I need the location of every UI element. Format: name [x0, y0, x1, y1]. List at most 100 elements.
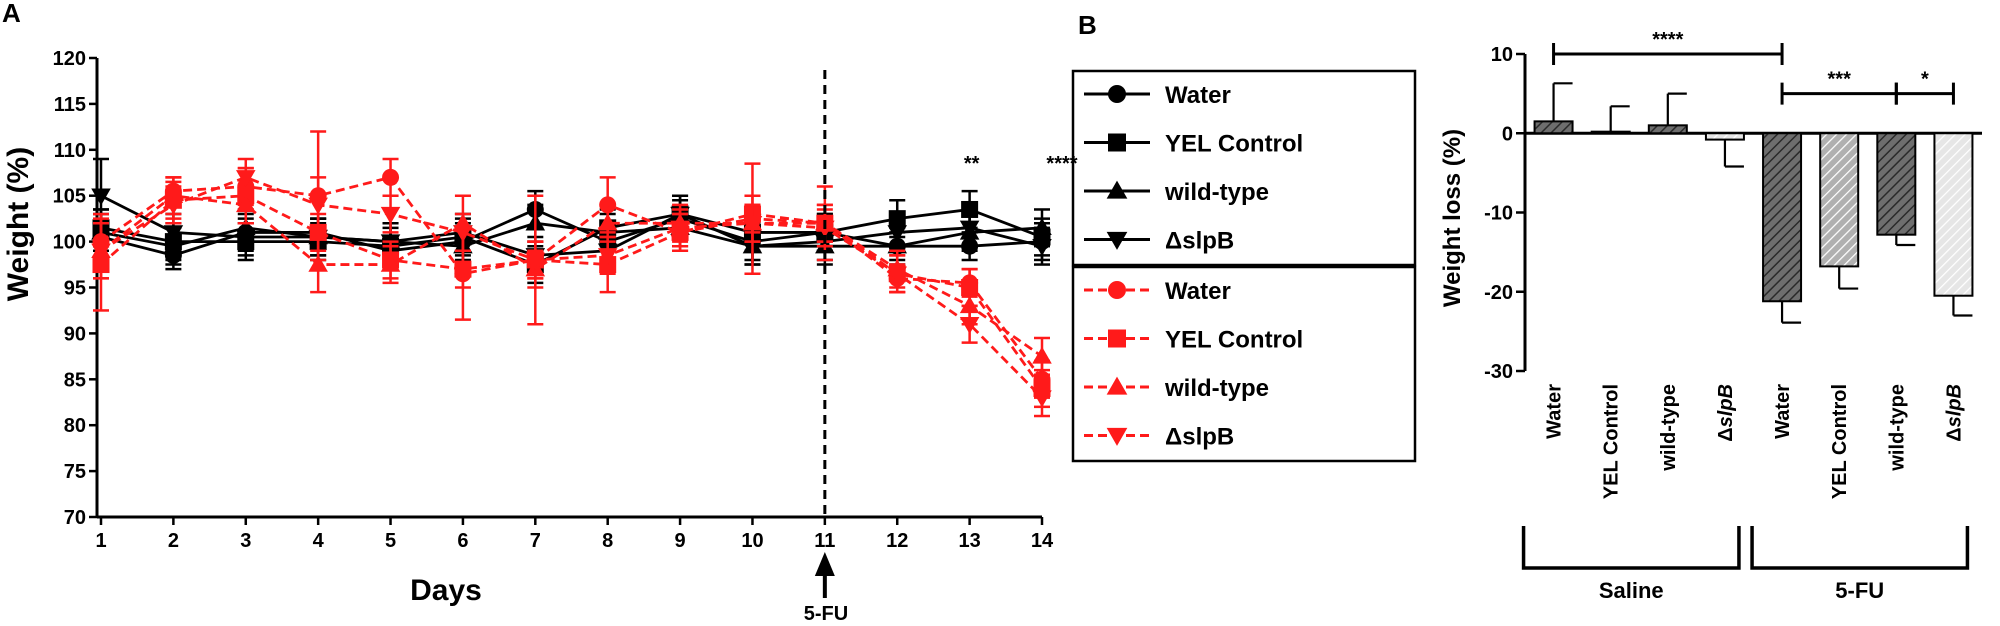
data-point: [235, 195, 256, 213]
panel-a-x-tick-label: 13: [958, 530, 980, 552]
data-point: [742, 216, 763, 234]
panel-a-x-tick-label: 6: [457, 530, 468, 552]
data-point: [1032, 346, 1052, 364]
bar: [1590, 130, 1631, 135]
panel-b-bar-chart: B Weight loss (%) -30 -20 -10 0 10 Water YEL C…: [1078, 10, 1982, 603]
panel-b-y-tick-label: 0: [1502, 123, 1513, 145]
data-point: [959, 316, 980, 334]
group-bracket: [1750, 526, 1970, 570]
bar-7-slpb: [1933, 132, 1974, 317]
panel-b-x-tick-label: ΔslpB: [1943, 384, 1965, 442]
data-point: [959, 220, 980, 238]
panel-b-y-tick-label: -30: [1484, 361, 1513, 383]
legend-item-saline-slpb: ΔslpB: [1084, 228, 1234, 255]
legend-item-5-fu-slpb: ΔslpB: [1084, 424, 1234, 451]
data-point: [308, 254, 328, 272]
bar-3-slpb: [1704, 132, 1745, 168]
legend-marker: [1106, 180, 1128, 199]
data-point: [670, 220, 690, 238]
panel-b-y-tick-label: -20: [1484, 282, 1513, 304]
panel-a-y-tick-label: 110: [54, 140, 86, 162]
data-point: [308, 197, 328, 215]
legend-marker: [1106, 231, 1128, 250]
legend-item-saline-wild-type: wild-type: [1084, 179, 1269, 206]
data-point: [235, 170, 256, 188]
panel-a-x-tick-label: 8: [602, 530, 613, 552]
bar-1-yel-control: [1590, 105, 1631, 135]
bar: [1876, 132, 1917, 236]
series-line: [100, 194, 1043, 358]
panel-a-x-tick-label: 9: [675, 530, 686, 552]
panel-a-y-tick-label: 115: [54, 94, 86, 116]
panel-a-line-chart: A Weight (%) Days 7075808590951001051101…: [2, 0, 1078, 625]
data-point: [453, 225, 473, 243]
series-line: [100, 221, 1043, 248]
series-line: [100, 175, 1044, 381]
panel-a-ylabel: Weight (%): [2, 147, 35, 301]
panel-b-y-tick-label: -10: [1484, 203, 1513, 225]
panel-a-y-tick-label: 95: [64, 278, 86, 300]
data-point: [887, 225, 908, 243]
panel-a-x-tick-label: 5: [385, 530, 396, 552]
data-point: [380, 206, 401, 224]
series-5-fu-slpb: [91, 157, 1052, 418]
group-label: Saline: [1599, 578, 1664, 603]
legend-marker: [1108, 133, 1126, 152]
bar: [1762, 132, 1803, 303]
bar-6-wild-type: [1876, 132, 1917, 247]
series-line: [100, 175, 1043, 399]
sig-label: ****: [1652, 29, 1683, 51]
data-point: [1032, 218, 1052, 236]
panel-a-xlabel: Days: [410, 574, 482, 607]
sig-label: ***: [1828, 69, 1852, 91]
panel-b-bars: [1533, 82, 1974, 324]
tick-label-italic: slpB: [1715, 384, 1737, 427]
panel-b-x-tick-label: YEL Control: [1601, 384, 1623, 499]
tick-label-prefix: Δ: [1943, 427, 1965, 441]
bar: [1647, 124, 1688, 135]
series-5-fu-water: [92, 130, 1051, 399]
data-point: [1032, 390, 1052, 408]
legend-label: YEL Control: [1165, 327, 1303, 354]
data-point: [1032, 238, 1052, 256]
data-point: [887, 266, 908, 284]
panel-a-x-tick-label: 14: [1031, 530, 1054, 552]
panel-b-x-tick-label: Water: [1772, 384, 1794, 439]
data-point: [91, 188, 111, 206]
series-line: [100, 207, 1043, 257]
bar: [1704, 132, 1745, 141]
legend-marker: [1106, 376, 1128, 395]
group-label: 5-FU: [1835, 578, 1884, 603]
panel-a-vline-label: 5-FU: [804, 603, 848, 625]
sig-label: *: [1921, 69, 1929, 91]
data-point: [959, 296, 980, 314]
legend-marker: [1108, 329, 1126, 348]
panel-a-y-tick-label: 105: [53, 186, 86, 208]
legend-item-saline-yel-control: YEL Control: [1084, 131, 1303, 158]
panel-a-x-tick-label: 4: [313, 530, 325, 552]
legend-marker: [1108, 281, 1126, 299]
panel-a-significance-mark: **: [964, 153, 980, 175]
panel-a-y-tick-label: 100: [53, 232, 86, 254]
legend-label: Water: [1165, 82, 1231, 109]
panel-a-x-tick-label: 11: [814, 530, 835, 552]
panel-b-ylabel: Weight loss (%): [1439, 129, 1466, 307]
legend-label: YEL Control: [1165, 131, 1303, 158]
panel-b-label: B: [1078, 10, 1097, 40]
data-point: [163, 197, 184, 215]
panel-a-annotations: ** ****: [814, 70, 1078, 598]
tick-label-prefix: Δ: [1715, 427, 1737, 441]
panel-a-x-tick-label: 12: [886, 530, 908, 552]
panel-a-x-tick-label: 10: [741, 530, 763, 552]
data-point: [597, 248, 618, 266]
legend-marker: [1106, 427, 1128, 446]
legend-item-5-fu-water: Water: [1084, 278, 1231, 305]
legend-item-5-fu-wild-type: wild-type: [1084, 375, 1269, 402]
panel-a-y-tick-label: 75: [64, 461, 86, 483]
data-point: [382, 168, 400, 186]
legend-box-5fu: [1071, 265, 1417, 463]
bar-2-wild-type: [1647, 92, 1688, 135]
panel-a-x-tick-label: 1: [95, 530, 106, 552]
